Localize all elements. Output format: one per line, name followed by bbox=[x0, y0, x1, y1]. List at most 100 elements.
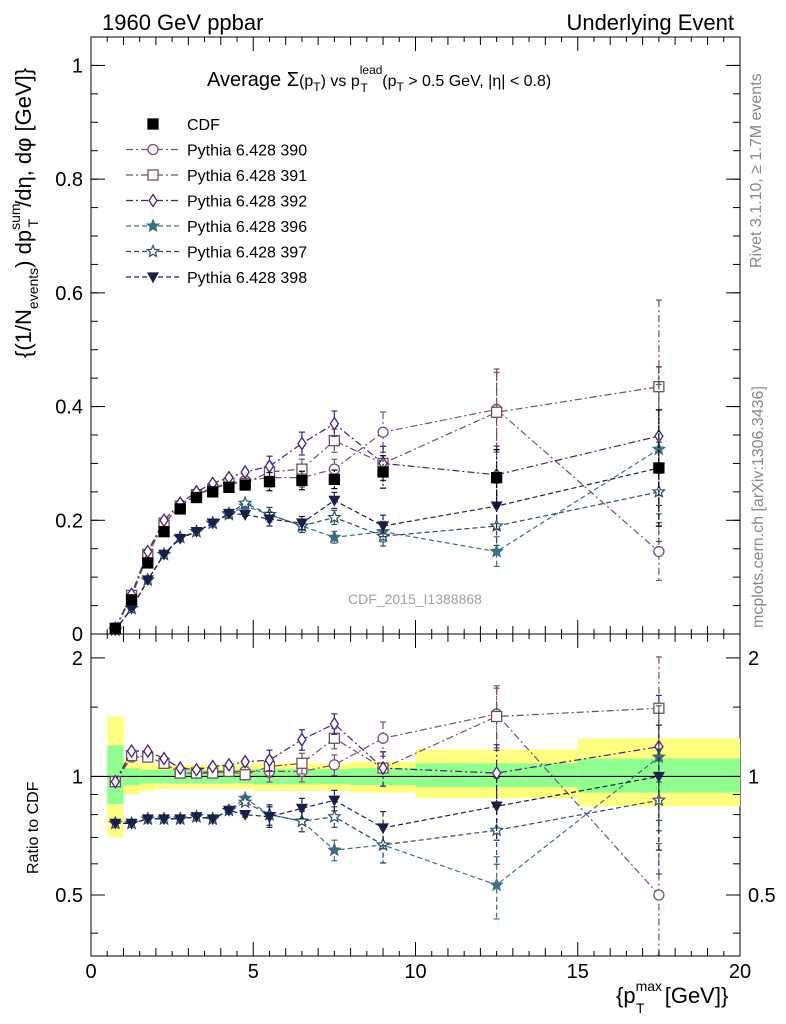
series-line-p397 bbox=[114, 491, 660, 631]
xlabel-sub-t: T bbox=[636, 1000, 645, 1016]
data-point-p392 bbox=[159, 751, 169, 766]
series-line-p396 bbox=[114, 448, 660, 631]
data-point-p390 bbox=[377, 732, 389, 744]
ratio-y-tick-label-right: 0.5 bbox=[748, 885, 776, 907]
legend-entry-p391: Pythia 6.428 391 bbox=[126, 168, 307, 185]
data-point-p390 bbox=[328, 463, 341, 475]
data-point-p392 bbox=[329, 716, 340, 732]
data-point-p398 bbox=[377, 823, 390, 835]
ratio-y-tick-label: 1 bbox=[72, 766, 83, 788]
title-part-3: ) vs p bbox=[321, 73, 360, 90]
top-y-tick-label: 1 bbox=[72, 55, 83, 77]
ylabel-part-b: ) dp bbox=[11, 230, 36, 268]
xlabel-part-b: [GeV]} bbox=[659, 983, 729, 1008]
data-point-cdf bbox=[190, 491, 203, 504]
data-point-p398 bbox=[295, 518, 308, 530]
data-point-p392 bbox=[191, 762, 202, 777]
legend-marker-cdf bbox=[147, 118, 159, 130]
data-point-p390 bbox=[653, 889, 665, 901]
data-point-p391 bbox=[296, 757, 308, 769]
top-y-axis-label: {(1/Nevents) dpsum T/dη, dφ [GeV]} bbox=[7, 68, 41, 358]
data-point-cdf bbox=[263, 475, 276, 488]
data-point-cdf bbox=[158, 526, 170, 538]
data-point-p398 bbox=[206, 518, 219, 530]
data-point-cdf bbox=[207, 486, 219, 498]
data-point-p392 bbox=[378, 760, 388, 776]
data-point-cdf bbox=[109, 622, 121, 634]
data-point-p392 bbox=[264, 752, 275, 768]
legend-marker-p397 bbox=[145, 243, 161, 258]
data-point-p398 bbox=[377, 521, 390, 533]
title-part-2: (p bbox=[299, 73, 313, 90]
ylabel-sub-t: T bbox=[25, 218, 41, 227]
data-point-p392 bbox=[110, 774, 121, 789]
data-point-p390 bbox=[653, 545, 665, 558]
data-point-p398 bbox=[295, 803, 308, 815]
x-tick-label: 20 bbox=[729, 961, 751, 983]
top-y-tick-label: 0.4 bbox=[55, 397, 83, 419]
mcplots-label: mcplots.cern.ch [arXiv:1306.3436] bbox=[750, 386, 767, 628]
data-point-cdf bbox=[239, 479, 251, 491]
main-plot-panel: 0 0.2 0.4 0.6 0.8 1 CDF_2015_I1388868 Average… bbox=[7, 36, 741, 646]
ylabel-sup-sum: sum bbox=[7, 203, 23, 229]
ratio-y-tick-label-right: 1 bbox=[748, 766, 759, 788]
data-point-p397 bbox=[327, 809, 342, 823]
data-point-p398 bbox=[222, 508, 235, 520]
data-point-p397 bbox=[237, 794, 253, 809]
data-point-p397 bbox=[294, 813, 310, 828]
data-point-p398 bbox=[190, 527, 203, 538]
data-point-p391 bbox=[490, 710, 503, 723]
legend-label: Pythia 6.428 390 bbox=[187, 143, 307, 160]
title-sigma: Σ bbox=[287, 69, 299, 91]
data-point-p392 bbox=[143, 743, 153, 759]
series-line-p391 bbox=[114, 386, 659, 629]
header-left: 1960 GeV ppbar bbox=[102, 10, 263, 35]
watermark: CDF_2015_I1388868 bbox=[348, 591, 482, 607]
legend-entry-p392: Pythia 6.428 392 bbox=[126, 193, 307, 211]
data-point-p398 bbox=[490, 801, 503, 813]
data-point-cdf bbox=[490, 471, 503, 484]
data-point-p397 bbox=[237, 495, 253, 510]
plot-title: Average Σ(pT) vs plead T (pT > 0.5 GeV, |… bbox=[207, 63, 551, 95]
header-right: Underlying Event bbox=[566, 10, 734, 35]
data-point-p392 bbox=[175, 760, 186, 776]
data-point-p398 bbox=[206, 814, 219, 826]
ratio-y-tick-label: 2 bbox=[72, 648, 83, 670]
title-part-1: Average bbox=[207, 69, 287, 91]
top-y-tick-label: 0.6 bbox=[55, 283, 83, 305]
x-tick-label: 5 bbox=[248, 961, 259, 983]
data-point-cdf bbox=[125, 594, 138, 606]
legend-marker-p398 bbox=[146, 272, 160, 284]
ratio-y-axis-label: Ratio to CDF bbox=[25, 781, 42, 874]
data-point-p398 bbox=[109, 818, 122, 830]
legend-label: CDF bbox=[187, 117, 220, 134]
legend-entry-p390: Pythia 6.428 390 bbox=[126, 143, 307, 160]
legend-entry-p396: Pythia 6.428 396 bbox=[126, 218, 307, 236]
title-part-4: (p bbox=[378, 73, 397, 90]
data-point-p392 bbox=[207, 759, 218, 774]
series-p398 bbox=[109, 724, 665, 851]
data-point-p398 bbox=[174, 533, 187, 545]
rivet-label: Rivet 3.1.10, ≥ 1.7M events bbox=[748, 73, 765, 268]
data-point-p392 bbox=[224, 757, 234, 773]
legend-marker-p391 bbox=[147, 169, 159, 181]
data-point-p398 bbox=[141, 575, 154, 587]
x-tick-label: 10 bbox=[404, 961, 426, 983]
data-point-p398 bbox=[239, 510, 252, 521]
x-tick-label: 0 bbox=[85, 961, 96, 983]
xlabel-sup-max: max bbox=[636, 978, 662, 994]
series-cdf bbox=[109, 409, 665, 634]
data-point-p396 bbox=[489, 544, 504, 558]
legend-entry-p397: Pythia 6.428 397 bbox=[126, 243, 307, 262]
data-point-cdf bbox=[377, 466, 389, 478]
x-axis-label: {pmax T [GeV]} bbox=[616, 978, 728, 1016]
ratio-y-tick-label: 0.5 bbox=[55, 885, 83, 907]
legend-marker-p392 bbox=[148, 193, 158, 208]
data-point-p396 bbox=[489, 877, 504, 892]
data-point-p398 bbox=[157, 549, 171, 561]
legend-label: Pythia 6.428 392 bbox=[187, 194, 307, 211]
legend-entry-p398: Pythia 6.428 398 bbox=[126, 270, 307, 287]
data-point-cdf bbox=[296, 474, 308, 487]
title-part-5: > 0.5 GeV, |η| < 0.8) bbox=[404, 73, 551, 90]
ylabel-part-c: /dη, dφ [GeV]} bbox=[11, 68, 36, 207]
